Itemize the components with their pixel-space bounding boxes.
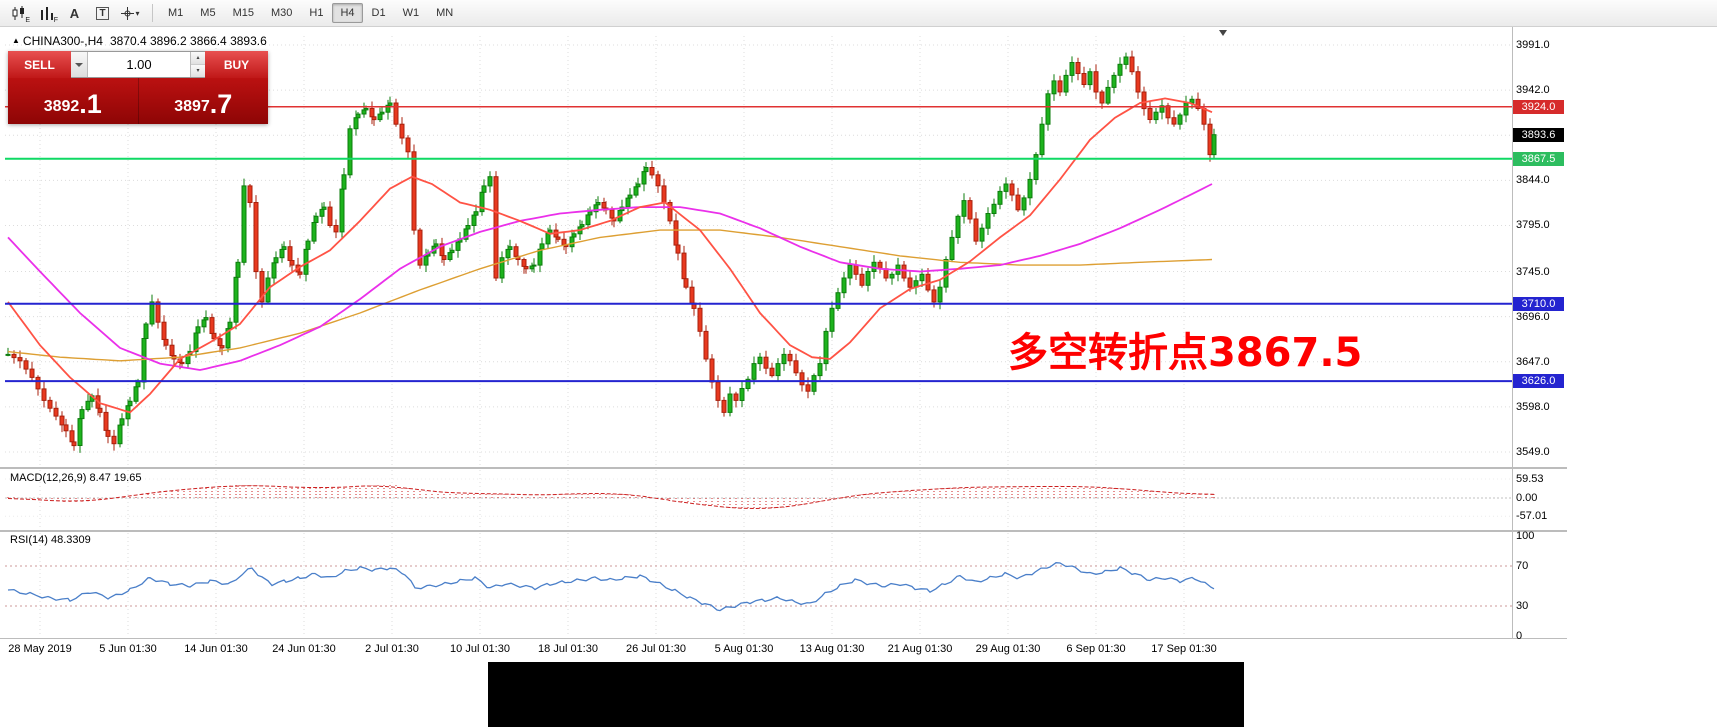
time-axis-label: 17 Sep 01:30 (1151, 643, 1217, 655)
time-axis-label: 26 Jul 01:30 (626, 643, 686, 655)
time-axis-label: 13 Aug 01:30 (799, 643, 865, 655)
one-click-trading-panel: SELL 1.00 ▴ ▾ BUY 3892.1 3897.7 (8, 51, 268, 124)
price-axis-label: 3991.0 (1516, 39, 1550, 51)
macd-rsi-divider[interactable] (0, 530, 1567, 532)
caret-down-icon (75, 62, 83, 67)
text-annotation-icon[interactable]: A (69, 5, 80, 21)
timeframe-button-h1[interactable]: H1 (309, 7, 324, 19)
time-axis-label: 18 Jul 01:30 (538, 643, 598, 655)
crosshair-tool-icon[interactable]: ▾ (117, 2, 144, 24)
price-axis-label: 3942.0 (1516, 84, 1550, 96)
macd-axis-label: 0.00 (1516, 492, 1538, 504)
time-axis-label: 14 Jun 01:30 (184, 643, 248, 655)
ma-slow-line (7, 229, 1213, 362)
time-axis-label: 29 Aug 01:30 (975, 643, 1041, 655)
buy-price-main: 3897 (174, 98, 210, 115)
time-axis-label: 5 Aug 01:30 (714, 643, 774, 655)
time-axis-label: 2 Jul 01:30 (365, 643, 419, 655)
macd-axis-label: -57.01 (1516, 510, 1548, 522)
price-badge-3626.0: 3626.0 (1513, 374, 1564, 388)
rsi-axis-label: 30 (1516, 600, 1529, 612)
macd-signal-line (7, 485, 1215, 510)
current-price-badge: 3893.6 (1513, 128, 1564, 142)
chart-symbol-period: CHINA300-,H4 (22, 34, 103, 48)
volume-value[interactable]: 1.00 (126, 57, 152, 72)
price-axis-label: 3844.0 (1516, 174, 1550, 186)
rsi-line (7, 562, 1215, 612)
chart-marker-icon: ▲ (12, 36, 20, 45)
volume-increase-button[interactable]: ▴ (191, 52, 205, 65)
buy-price-pips: .7 (209, 89, 233, 119)
chart-macd-divider[interactable] (0, 467, 1567, 469)
rsi-axis-label: 70 (1516, 560, 1529, 572)
candles-layer (5, 50, 1217, 453)
ma-mid-line (7, 183, 1213, 371)
timeframe-button-mn[interactable]: MN (436, 7, 454, 19)
buy-button[interactable]: BUY (205, 51, 268, 78)
sell-price-main: 3892 (43, 98, 80, 115)
timeframe-button-m30[interactable]: M30 (270, 7, 293, 19)
volume-decrease-button[interactable]: ▾ (191, 65, 205, 77)
buy-price[interactable]: 3897.7 (137, 78, 269, 124)
price-axis-label: 3647.0 (1516, 356, 1550, 368)
rsi-axis-label: 0 (1516, 630, 1523, 642)
macd-indicator-label: MACD(12,26,9) 8.47 19.65 (10, 472, 142, 484)
sell-price[interactable]: 3892.1 (8, 78, 138, 124)
chart-header: ▲ CHINA300-,H4 3870.4 3896.2 3866.4 3893.6 (12, 34, 267, 48)
time-axis-label: 5 Jun 01:30 (99, 643, 157, 655)
macd-histogram (7, 483, 1215, 511)
price-axis-label: 3745.0 (1516, 266, 1550, 278)
timeframe-button-m15[interactable]: M15 (232, 7, 254, 19)
volume-spinner: ▴ ▾ (190, 52, 205, 77)
bottom-dark-strip (488, 662, 1244, 727)
volume-control[interactable]: 1.00 ▴ ▾ (71, 51, 205, 78)
price-axis-label: 3598.0 (1516, 401, 1550, 413)
macd-axis-label: 59.53 (1516, 473, 1544, 485)
bar-chart-icon[interactable]: F (41, 6, 58, 24)
toolbar-separator (152, 4, 153, 22)
time-axis-divider (0, 638, 1567, 639)
price-badge-3924.0: 3924.0 (1513, 100, 1564, 114)
timeframe-button-m1[interactable]: M1 (168, 7, 184, 19)
timeframe-button-h4[interactable]: H4 (332, 3, 363, 23)
volume-dropdown-arrow[interactable] (71, 52, 88, 77)
timeframe-button-m5[interactable]: M5 (200, 7, 216, 19)
price-axis-border (1512, 27, 1513, 638)
rsi-indicator-label: RSI(14) 48.3309 (10, 534, 91, 546)
time-axis-label: 21 Aug 01:30 (887, 643, 953, 655)
text-label-icon[interactable]: T (89, 2, 116, 24)
candlestick-chart-icon[interactable]: E (5, 2, 32, 24)
toolbar: E F A T ▾ M1 M5 M15 M30 H1 H4 D1 W1 MN (0, 0, 1717, 27)
price-axis-label: 3795.0 (1516, 219, 1550, 231)
price-axis-label: 3549.0 (1516, 446, 1550, 458)
price-axis-label: 3696.0 (1516, 311, 1550, 323)
sell-price-pips: .1 (79, 89, 102, 119)
time-axis-label: 6 Sep 01:30 (1066, 643, 1126, 655)
price-badge-3867.5: 3867.5 (1513, 152, 1564, 166)
timeframe-button-w1[interactable]: W1 (402, 7, 420, 19)
time-axis-label: 28 May 2019 (8, 643, 72, 655)
chart-annotation-text: 多空转折点3867.5 (1008, 330, 1363, 376)
price-badge-3710.0: 3710.0 (1513, 297, 1564, 311)
time-axis-label: 10 Jul 01:30 (450, 643, 510, 655)
timeframe-button-d1[interactable]: D1 (371, 7, 386, 19)
time-axis-label: 24 Jun 01:30 (272, 643, 336, 655)
rsi-axis-label: 100 (1516, 530, 1535, 542)
chart-ohlc-values: 3870.4 3896.2 3866.4 3893.6 (109, 34, 267, 48)
chart-shift-marker[interactable] (1219, 30, 1227, 36)
ma-fast-line (7, 97, 1213, 414)
sell-button[interactable]: SELL (8, 51, 71, 78)
